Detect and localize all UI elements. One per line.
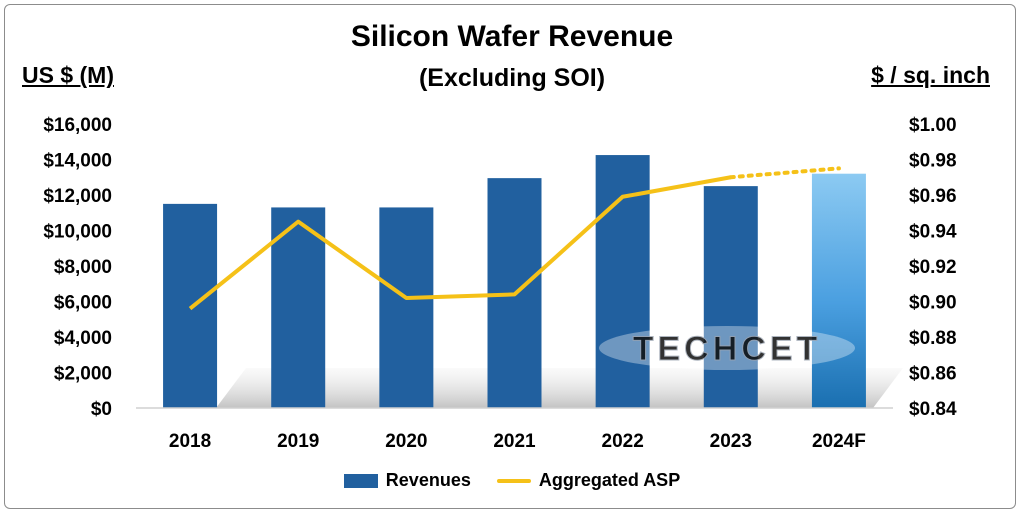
y-right-tick-label: $0.90 bbox=[909, 293, 957, 314]
bar bbox=[379, 207, 434, 408]
bar bbox=[163, 203, 218, 408]
y-right-tick-label: $0.94 bbox=[909, 222, 957, 243]
chart-legend: Revenues Aggregated ASP bbox=[0, 470, 1024, 491]
y-right-tick-label: $0.84 bbox=[909, 399, 957, 420]
y-left-tick-label: $14,000 bbox=[43, 151, 112, 172]
legend-swatch-asp bbox=[496, 478, 531, 483]
legend-swatch-revenues bbox=[343, 473, 378, 488]
left-axis-unit-label: US $ (M) bbox=[22, 62, 114, 88]
right-axis-unit-label: $ / sq. inch bbox=[871, 62, 990, 88]
legend-item-revenues: Revenues bbox=[343, 470, 471, 491]
y-left-tick-label: $0 bbox=[91, 399, 112, 420]
asp-line-forecast bbox=[728, 166, 841, 180]
x-tick-label: 2022 bbox=[602, 431, 644, 452]
y-right-tick-label: $0.88 bbox=[909, 328, 957, 349]
bar-forecast bbox=[811, 173, 866, 408]
y-right-tick-label: $0.96 bbox=[909, 186, 957, 207]
y-left-tick-label: $8,000 bbox=[54, 257, 112, 278]
chart-title: Silicon Wafer Revenue bbox=[350, 20, 674, 53]
y-left-tick-label: $16,000 bbox=[43, 115, 112, 136]
y-right-tick-label: $0.92 bbox=[909, 257, 957, 278]
y-right-tick-label: $0.86 bbox=[909, 364, 957, 385]
x-tick-label: 2019 bbox=[277, 431, 319, 452]
legend-label-revenues: Revenues bbox=[385, 470, 471, 490]
bar bbox=[703, 186, 758, 408]
asp-line bbox=[188, 175, 732, 311]
y-left-tick-label: $4,000 bbox=[54, 328, 112, 349]
y-right-tick-label: $0.98 bbox=[909, 151, 957, 172]
y-left-tick-label: $10,000 bbox=[43, 222, 112, 243]
x-tick-label: 2018 bbox=[169, 431, 211, 452]
y-right-tick-label: $1.00 bbox=[909, 115, 957, 136]
chart-subtitle: (Excluding SOI) bbox=[418, 64, 606, 92]
x-tick-label: 2024F bbox=[812, 431, 866, 452]
watermark-glow bbox=[599, 326, 855, 370]
legend-item-asp: Aggregated ASP bbox=[496, 470, 681, 491]
y-left-tick-label: $6,000 bbox=[54, 293, 112, 314]
bar bbox=[271, 207, 326, 408]
legend-label-asp: Aggregated ASP bbox=[538, 470, 681, 490]
x-tick-label: 2021 bbox=[493, 431, 536, 452]
x-tick-label: 2023 bbox=[710, 431, 752, 452]
y-left-tick-label: $2,000 bbox=[54, 364, 112, 385]
watermark-text: TECHCET bbox=[633, 330, 822, 368]
x-tick-label: 2020 bbox=[385, 431, 427, 452]
y-left-tick-label: $12,000 bbox=[43, 186, 112, 207]
